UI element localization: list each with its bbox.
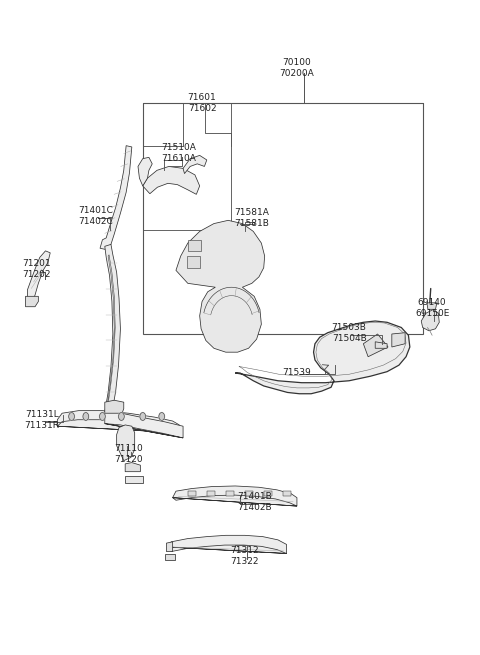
Polygon shape	[188, 240, 201, 251]
Polygon shape	[421, 309, 439, 331]
Polygon shape	[363, 334, 388, 357]
Polygon shape	[183, 155, 207, 174]
Text: 71312
71322: 71312 71322	[230, 546, 259, 566]
Polygon shape	[27, 251, 50, 301]
Polygon shape	[165, 553, 175, 560]
Polygon shape	[283, 491, 291, 496]
Polygon shape	[427, 303, 437, 309]
Circle shape	[99, 413, 105, 421]
Polygon shape	[392, 333, 405, 347]
Text: 71131L
71131R: 71131L 71131R	[24, 409, 59, 430]
Text: 71601
71602: 71601 71602	[188, 94, 216, 113]
Polygon shape	[107, 255, 115, 405]
Polygon shape	[235, 321, 410, 394]
Polygon shape	[125, 462, 140, 472]
Circle shape	[119, 413, 124, 421]
Bar	[143, 103, 423, 334]
Polygon shape	[57, 411, 179, 433]
Text: 69140
69150E: 69140 69150E	[415, 298, 449, 318]
Polygon shape	[245, 491, 253, 496]
Circle shape	[159, 413, 165, 421]
Polygon shape	[105, 244, 120, 413]
Circle shape	[140, 413, 145, 421]
Polygon shape	[176, 220, 264, 352]
Polygon shape	[188, 491, 196, 496]
Circle shape	[69, 413, 74, 421]
Polygon shape	[143, 166, 200, 195]
Text: 71110
71120: 71110 71120	[114, 444, 143, 464]
Polygon shape	[168, 535, 287, 553]
Text: 71581A
71581B: 71581A 71581B	[234, 208, 269, 229]
Polygon shape	[25, 296, 38, 307]
Polygon shape	[105, 413, 183, 438]
Polygon shape	[207, 491, 216, 496]
Polygon shape	[167, 542, 173, 552]
Polygon shape	[375, 342, 387, 348]
Polygon shape	[187, 256, 200, 268]
Polygon shape	[138, 157, 152, 186]
Polygon shape	[125, 476, 143, 483]
Polygon shape	[264, 491, 272, 496]
Text: 71401C
71402C: 71401C 71402C	[78, 206, 113, 226]
Bar	[143, 103, 230, 230]
Text: 71503B
71504B: 71503B 71504B	[332, 323, 367, 343]
Text: 71201
71202: 71201 71202	[23, 259, 51, 279]
Text: 71539: 71539	[283, 369, 312, 377]
Text: 71401B
71402B: 71401B 71402B	[237, 491, 272, 512]
Text: 70100
70200A: 70100 70200A	[279, 58, 314, 78]
Polygon shape	[105, 400, 124, 415]
Circle shape	[83, 413, 89, 421]
Polygon shape	[100, 145, 132, 250]
Polygon shape	[226, 491, 234, 496]
Polygon shape	[173, 486, 297, 506]
Text: 71510A
71610A: 71510A 71610A	[161, 143, 196, 164]
Polygon shape	[117, 425, 135, 460]
